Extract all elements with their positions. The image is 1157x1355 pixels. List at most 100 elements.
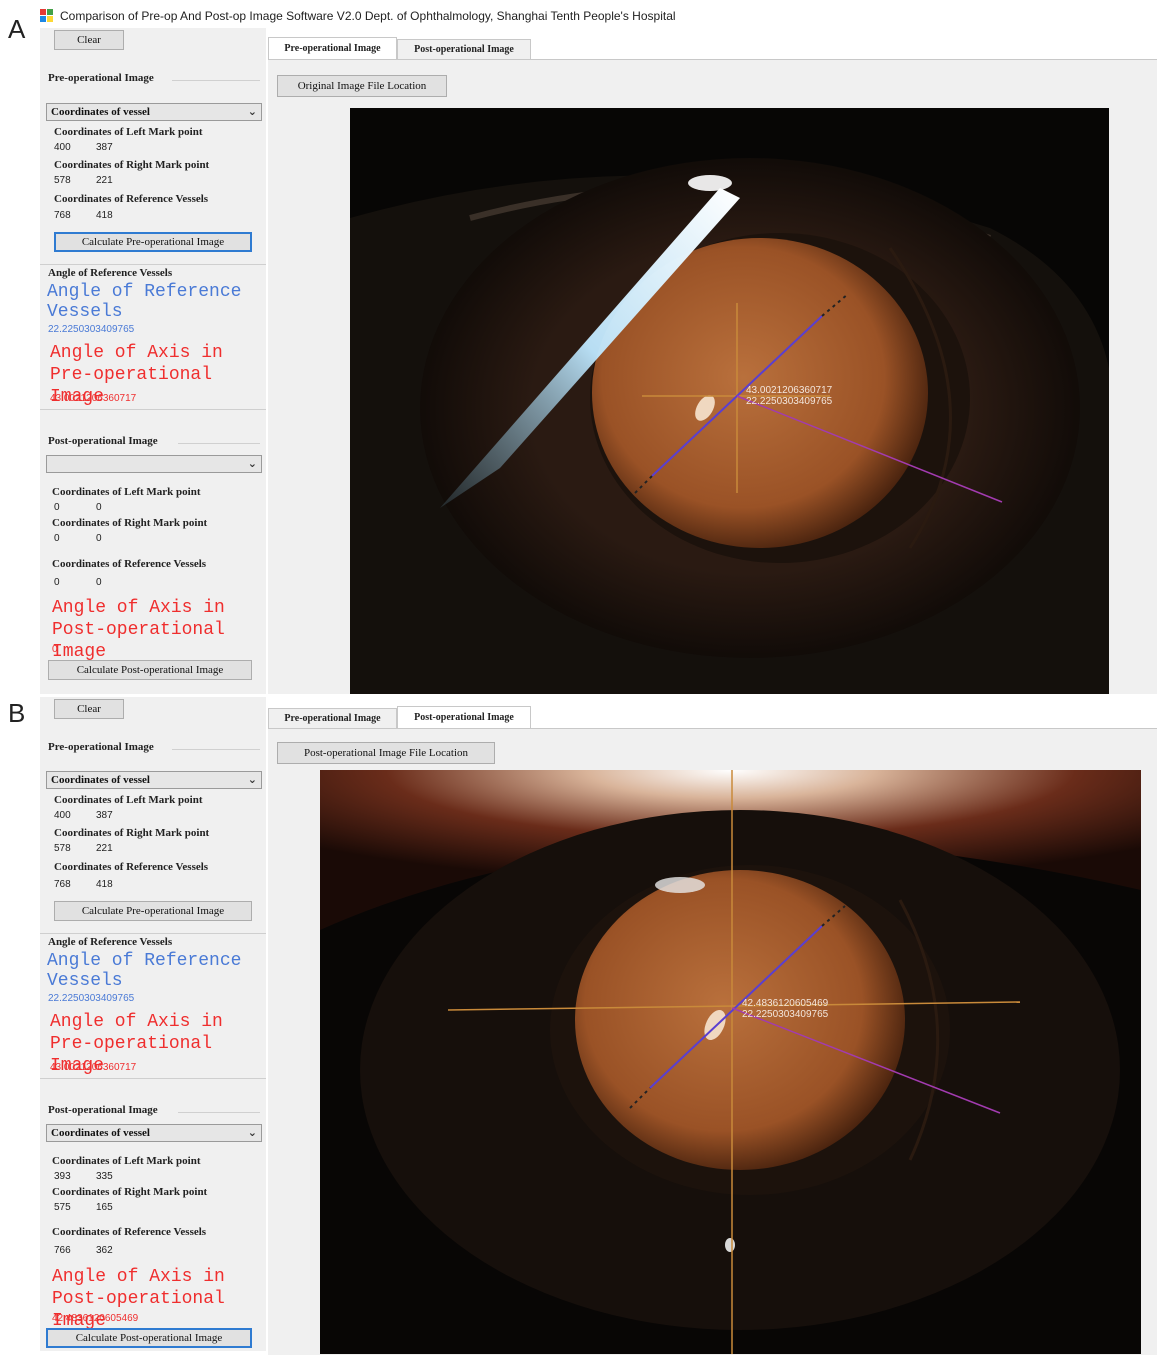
post-right-mark-x: 0 xyxy=(54,533,60,544)
post-ref-vessels-x: 766 xyxy=(54,1245,71,1256)
group-divider xyxy=(172,749,260,750)
eye-image-b[interactable]: 42.4836120605469 22.2250303409765 xyxy=(320,770,1141,1354)
post-right-mark-x: 575 xyxy=(54,1202,71,1213)
divider xyxy=(40,264,266,265)
calculate-post-button[interactable]: Calculate Post-operational Image xyxy=(48,660,252,680)
overlay-ref-angle: 22.2250303409765 xyxy=(746,396,833,407)
post-left-mark-x: 0 xyxy=(54,502,60,513)
post-right-mark-label: Coordinates of Right Mark point xyxy=(52,1186,208,1198)
post-left-mark-x: 393 xyxy=(54,1171,71,1182)
post-coord-select[interactable]: ⌄ xyxy=(46,455,262,473)
pre-coord-select-value: Coordinates of vessel xyxy=(51,774,150,786)
group-divider xyxy=(172,80,260,81)
group-divider xyxy=(178,1112,260,1113)
eye-photo-b: 42.4836120605469 22.2250303409765 xyxy=(320,770,1141,1354)
angle-post-heading: Angle of Axis in Post-operational Image xyxy=(52,1267,225,1331)
pre-left-mark-y: 387 xyxy=(96,810,113,821)
post-ref-vessels-y: 0 xyxy=(96,577,102,588)
chevron-down-icon: ⌄ xyxy=(247,105,257,118)
post-right-mark-y: 165 xyxy=(96,1202,113,1213)
tab-pre-operational[interactable]: Pre-operational Image xyxy=(268,37,397,59)
tab-post-operational[interactable]: Post-operational Image xyxy=(397,39,531,59)
group-divider xyxy=(178,443,260,444)
post-left-mark-y: 335 xyxy=(96,1171,113,1182)
angle-post-heading: Angle of Axis in Post-operational Image xyxy=(52,598,225,662)
overlay-ref-angle: 22.2250303409765 xyxy=(742,1009,829,1020)
tab-bar-a: Pre-operational Image Post-operational I… xyxy=(268,37,1157,60)
pre-left-mark-label: Coordinates of Left Mark point xyxy=(54,794,203,806)
pre-right-mark-x: 578 xyxy=(54,175,71,186)
angle-pre-heading: Angle of Axis in Pre-operational Image xyxy=(50,1012,223,1076)
app-icon xyxy=(40,9,54,23)
calculate-post-button[interactable]: Calculate Post-operational Image xyxy=(46,1328,252,1348)
pre-coord-select-value: Coordinates of vessel xyxy=(51,106,150,118)
angle-ref-heading: Angle of Reference Vessels xyxy=(47,282,242,322)
post-ref-vessels-label: Coordinates of Reference Vessels xyxy=(52,558,207,570)
pre-left-mark-x: 400 xyxy=(54,142,71,153)
pre-ref-vessels-x: 768 xyxy=(54,210,71,221)
chevron-down-icon: ⌄ xyxy=(247,773,257,786)
pre-left-mark-label: Coordinates of Left Mark point xyxy=(54,126,203,138)
post-group-label: Post-operational Image xyxy=(48,1104,158,1116)
pre-coord-select[interactable]: Coordinates of vessel ⌄ xyxy=(46,771,262,789)
pre-group-label: Pre-operational Image xyxy=(48,72,154,84)
window-title: Comparison of Pre-op And Post-op Image S… xyxy=(60,9,676,23)
divider xyxy=(40,933,266,934)
pre-ref-vessels-y: 418 xyxy=(96,879,113,890)
calculate-pre-button[interactable]: Calculate Pre-operational Image xyxy=(54,901,252,921)
post-right-mark-y: 0 xyxy=(96,533,102,544)
angle-ref-caption: Angle of Reference Vessels xyxy=(48,936,173,948)
pre-coord-select[interactable]: Coordinates of vessel ⌄ xyxy=(46,103,262,121)
chevron-down-icon: ⌄ xyxy=(247,1126,257,1139)
overlay-axis-angle: 42.4836120605469 xyxy=(742,998,829,1009)
angle-post-value: 0 xyxy=(52,644,58,655)
window-titlebar: Comparison of Pre-op And Post-op Image S… xyxy=(40,6,676,26)
angle-ref-value: 22.2250303409765 xyxy=(48,993,135,1004)
sidebar-a: Clear Pre-operational Image Coordinates … xyxy=(40,28,266,694)
post-left-mark-y: 0 xyxy=(96,502,102,513)
angle-ref-heading: Angle of Reference Vessels xyxy=(47,951,242,991)
panel-label-a: A xyxy=(8,14,26,44)
post-left-mark-label: Coordinates of Left Mark point xyxy=(52,1155,201,1167)
tab-bar-b: Pre-operational Image Post-operational I… xyxy=(268,706,1157,729)
post-coord-select[interactable]: Coordinates of vessel ⌄ xyxy=(46,1124,262,1142)
pre-right-mark-label: Coordinates of Right Mark point xyxy=(54,827,210,839)
angle-pre-value: 43.0021206360717 xyxy=(50,393,137,404)
chevron-down-icon: ⌄ xyxy=(247,457,257,470)
tab-pre-operational[interactable]: Pre-operational Image xyxy=(268,708,397,728)
post-group-label: Post-operational Image xyxy=(48,435,158,447)
divider xyxy=(40,409,266,410)
pre-left-mark-y: 387 xyxy=(96,142,113,153)
pre-ref-vessels-label: Coordinates of Reference Vessels xyxy=(54,861,209,873)
pre-ref-vessels-y: 418 xyxy=(96,210,113,221)
pre-ref-vessels-label: Coordinates of Reference Vessels xyxy=(54,193,209,205)
post-coord-select-value: Coordinates of vessel xyxy=(51,1127,150,1139)
overlay-axis-angle: 43.0021206360717 xyxy=(746,385,833,396)
file-location-button[interactable]: Original Image File Location xyxy=(277,75,447,97)
divider xyxy=(40,1078,266,1079)
post-left-mark-label: Coordinates of Left Mark point xyxy=(52,486,201,498)
angle-pre-heading: Angle of Axis in Pre-operational Image xyxy=(50,343,223,407)
angle-ref-value: 22.2250303409765 xyxy=(48,324,135,335)
pre-right-mark-label: Coordinates of Right Mark point xyxy=(54,159,210,171)
clear-button[interactable]: Clear xyxy=(54,699,124,719)
post-ref-vessels-x: 0 xyxy=(54,577,60,588)
eye-image-a[interactable]: 43.0021206360717 22.2250303409765 xyxy=(350,108,1109,694)
eye-photo-a: 43.0021206360717 22.2250303409765 xyxy=(350,108,1109,694)
pre-right-mark-y: 221 xyxy=(96,175,113,186)
pre-ref-vessels-x: 768 xyxy=(54,879,71,890)
angle-ref-caption: Angle of Reference Vessels xyxy=(48,267,173,279)
post-right-mark-label: Coordinates of Right Mark point xyxy=(52,517,208,529)
pre-left-mark-x: 400 xyxy=(54,810,71,821)
pre-right-mark-x: 578 xyxy=(54,843,71,854)
tab-post-operational[interactable]: Post-operational Image xyxy=(397,706,531,728)
angle-post-value: 42.4836120605469 xyxy=(52,1313,139,1324)
post-ref-vessels-label: Coordinates of Reference Vessels xyxy=(52,1226,207,1238)
calculate-pre-button[interactable]: Calculate Pre-operational Image xyxy=(54,232,252,252)
file-location-button[interactable]: Post-operational Image File Location xyxy=(277,742,495,764)
sidebar-b: Clear Pre-operational Image Coordinates … xyxy=(40,697,266,1351)
post-ref-vessels-y: 362 xyxy=(96,1245,113,1256)
clear-button[interactable]: Clear xyxy=(54,30,124,50)
panel-label-b: B xyxy=(8,698,26,728)
pre-right-mark-y: 221 xyxy=(96,843,113,854)
